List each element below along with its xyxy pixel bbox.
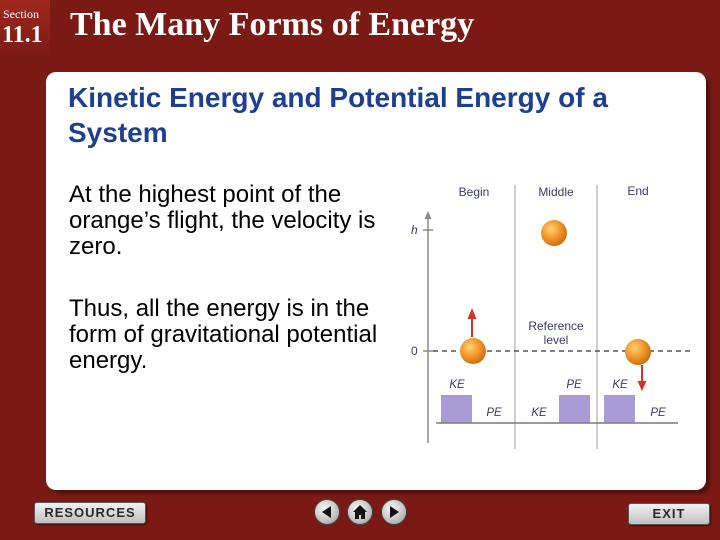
next-icon <box>390 506 399 518</box>
resources-button[interactable]: RESOURCES <box>34 502 146 524</box>
slide-title: The Many Forms of Energy <box>70 6 475 43</box>
begin-ke-label: KE <box>449 379 465 391</box>
energy-diagram: Begin Middle End h 0 Reference level KE … <box>411 184 692 449</box>
next-button[interactable] <box>381 499 407 525</box>
orange-middle <box>541 220 567 246</box>
end-ke-label: KE <box>612 379 628 391</box>
middle-ke-label: KE <box>531 407 547 419</box>
section-number: 11.1 <box>2 22 43 48</box>
end-velocity-arrowhead <box>637 381 647 391</box>
reference-level-label-2: level <box>544 333 569 347</box>
end-ke-bar <box>604 395 635 423</box>
section-label: Section <box>3 7 39 21</box>
begin-velocity-arrowhead <box>467 308 477 319</box>
height-axis-label: h <box>411 223 418 237</box>
home-button[interactable] <box>347 499 373 525</box>
section-tab: Section 11.1 <box>0 0 50 58</box>
height-axis-arrowhead <box>424 211 432 219</box>
orange-end <box>625 339 651 365</box>
previous-button[interactable] <box>314 499 340 525</box>
content-heading: Kinetic Energy and Potential Energy of a… <box>68 82 608 148</box>
middle-pe-bar <box>559 395 590 423</box>
end-pe-label: PE <box>650 407 666 419</box>
reference-level-label: Reference <box>528 319 584 333</box>
zero-label: 0 <box>411 344 418 358</box>
column-label-middle: Middle <box>538 185 574 199</box>
column-label-end: End <box>627 184 648 198</box>
home-icon <box>353 505 367 519</box>
begin-ke-bar <box>441 395 472 423</box>
begin-pe-label: PE <box>486 407 502 419</box>
previous-icon <box>322 506 331 518</box>
paragraph-potential-energy: Thus, all the energy is in the form of g… <box>69 295 378 374</box>
paragraph-velocity-zero: At the highest point of the orange’s fli… <box>69 181 376 260</box>
middle-pe-label: PE <box>566 379 582 391</box>
column-label-begin: Begin <box>459 185 490 199</box>
orange-begin <box>460 338 486 364</box>
content-panel: Kinetic Energy and Potential Energy of a… <box>46 72 706 490</box>
exit-button[interactable]: EXIT <box>628 503 710 525</box>
